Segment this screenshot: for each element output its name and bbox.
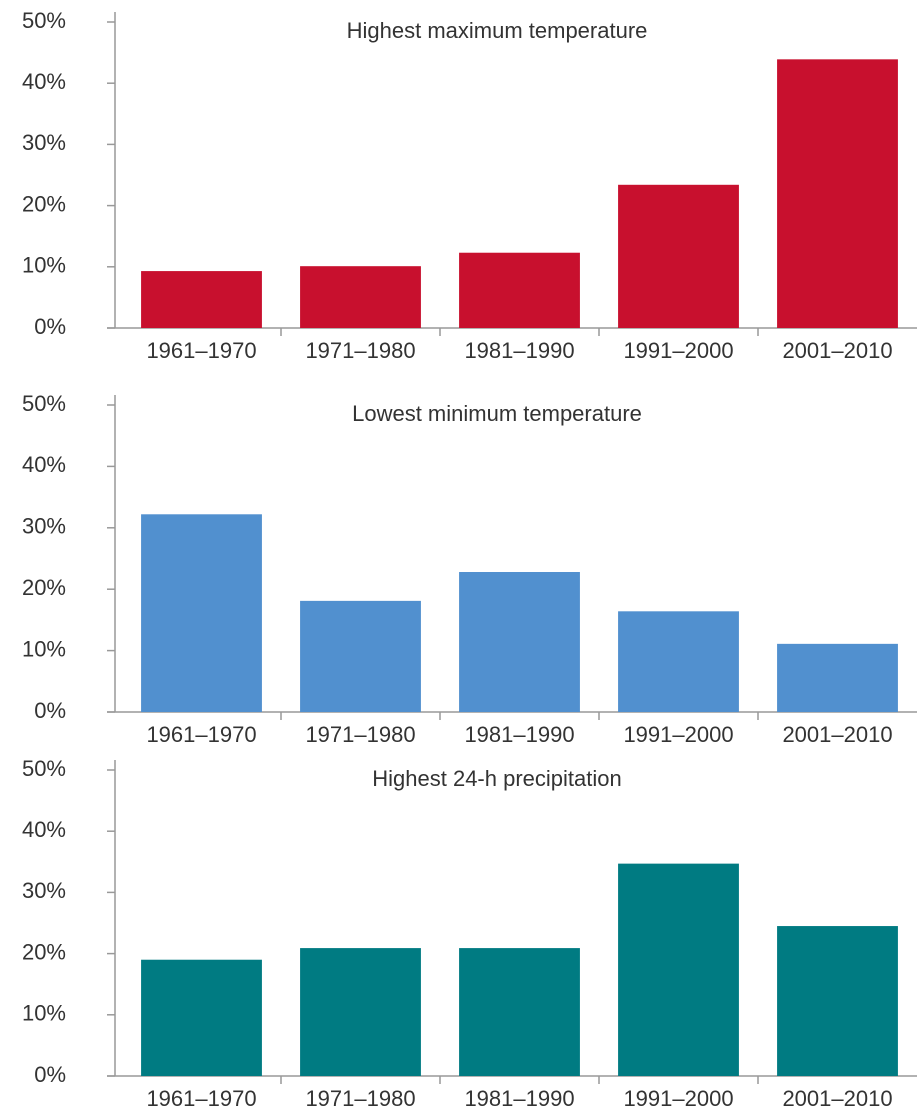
x-tick-label: 2001–2010 bbox=[782, 338, 892, 363]
y-tick-label: 20% bbox=[22, 939, 66, 964]
x-tick-label: 1971–1980 bbox=[305, 1086, 415, 1106]
x-tick-label: 1991–2000 bbox=[623, 722, 733, 747]
bar bbox=[618, 611, 739, 712]
y-tick-label: 30% bbox=[22, 514, 66, 539]
y-tick-label: 20% bbox=[22, 191, 66, 216]
y-tick-label: 30% bbox=[22, 130, 66, 155]
x-tick-label: 1971–1980 bbox=[305, 338, 415, 363]
y-tick-label: 50% bbox=[22, 391, 66, 416]
bar bbox=[618, 863, 739, 1076]
y-tick-label: 0% bbox=[34, 1062, 66, 1087]
chart-title: Lowest minimum temperature bbox=[352, 401, 642, 426]
bar bbox=[459, 572, 580, 712]
y-tick-label: 40% bbox=[22, 69, 66, 94]
x-tick-label: 1961–1970 bbox=[146, 1086, 256, 1106]
chart-title: Highest 24-h precipitation bbox=[372, 766, 621, 791]
x-tick-label: 1961–1970 bbox=[146, 722, 256, 747]
x-tick-label: 1991–2000 bbox=[623, 1086, 733, 1106]
bar bbox=[141, 514, 262, 712]
chart-title: Highest maximum temperature bbox=[347, 18, 648, 43]
bar bbox=[300, 266, 421, 328]
bar bbox=[141, 959, 262, 1076]
x-tick-label: 1971–1980 bbox=[305, 722, 415, 747]
x-tick-label: 1981–1990 bbox=[464, 722, 574, 747]
y-tick-label: 50% bbox=[22, 756, 66, 781]
y-tick-label: 20% bbox=[22, 575, 66, 600]
x-tick-label: 2001–2010 bbox=[782, 1086, 892, 1106]
x-tick-label: 1981–1990 bbox=[464, 338, 574, 363]
bar bbox=[300, 948, 421, 1076]
y-tick-label: 30% bbox=[22, 878, 66, 903]
bar bbox=[141, 271, 262, 328]
bar bbox=[777, 643, 898, 712]
bar bbox=[777, 926, 898, 1076]
x-tick-label: 1981–1990 bbox=[464, 1086, 574, 1106]
y-tick-label: 0% bbox=[34, 698, 66, 723]
y-tick-label: 50% bbox=[22, 8, 66, 33]
x-tick-label: 1991–2000 bbox=[623, 338, 733, 363]
bar bbox=[618, 184, 739, 328]
x-tick-label: 2001–2010 bbox=[782, 722, 892, 747]
bar bbox=[777, 59, 898, 328]
y-tick-label: 40% bbox=[22, 817, 66, 842]
y-tick-label: 10% bbox=[22, 1001, 66, 1026]
y-tick-label: 40% bbox=[22, 452, 66, 477]
y-tick-label: 10% bbox=[22, 253, 66, 278]
bar bbox=[300, 600, 421, 712]
y-tick-label: 0% bbox=[34, 314, 66, 339]
y-tick-label: 10% bbox=[22, 636, 66, 661]
bar bbox=[459, 252, 580, 328]
x-tick-label: 1961–1970 bbox=[146, 338, 256, 363]
bar bbox=[459, 948, 580, 1076]
